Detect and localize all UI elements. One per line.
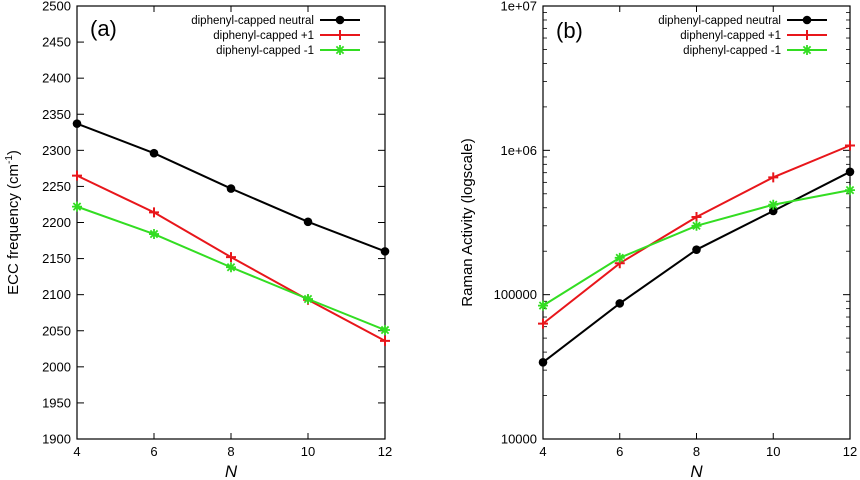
marker-plus	[380, 335, 390, 346]
marker-plus	[226, 252, 236, 263]
marker-plus	[802, 30, 812, 40]
series-neutral	[538, 167, 855, 367]
legend-label: diphenyl-capped +1	[213, 30, 314, 42]
x-tick-label: 12	[378, 444, 392, 459]
y-tick-label: 2300	[42, 143, 71, 158]
marker-circle	[538, 357, 548, 367]
y-tick-label: 2400	[42, 71, 71, 86]
y-tick-label: 10000	[501, 432, 537, 447]
y-tick-label: 1e+07	[500, 0, 537, 14]
legend-label: diphenyl-capped -1	[683, 45, 781, 57]
y-axis-title-superscript: -1	[4, 155, 15, 164]
legend-item: diphenyl-capped +1	[680, 30, 827, 42]
marker-star	[72, 201, 82, 212]
marker-plus	[538, 318, 548, 329]
marker-star	[226, 262, 236, 273]
marker-circle	[335, 15, 345, 25]
y-tick-label: 2050	[42, 323, 71, 338]
y-axis-title: ECC frequency (cm-1)	[4, 150, 22, 295]
x-tick-label: 8	[227, 444, 234, 459]
x-tick-label: 6	[616, 444, 623, 459]
marker-plus	[845, 140, 855, 151]
marker-circle	[226, 184, 236, 193]
marker-star	[538, 300, 548, 311]
marker-star	[149, 229, 159, 240]
legend-label: diphenyl-capped +1	[680, 30, 781, 42]
y-tick-label: 1900	[42, 432, 71, 447]
marker-star	[614, 252, 625, 263]
marker-circle	[768, 206, 778, 216]
y-axis-title-close: )	[5, 150, 22, 155]
y-tick-label: 2100	[42, 287, 71, 302]
marker-star	[768, 199, 779, 210]
series-minus1	[538, 185, 855, 311]
marker-plus	[335, 30, 345, 40]
y-tick-label: 2250	[42, 179, 71, 194]
legend-item: diphenyl-capped -1	[216, 45, 360, 57]
panel-label: (a)	[90, 16, 117, 41]
marker-star	[691, 220, 702, 231]
marker-plus	[72, 170, 82, 181]
y-tick-label: 2150	[42, 251, 71, 266]
marker-star	[303, 293, 313, 304]
legend: diphenyl-capped neutral diphenyl-capped +…	[658, 15, 827, 57]
y-tick-label: 2000	[42, 359, 71, 374]
y-tick-label: 100000	[494, 287, 537, 302]
marker-circle	[692, 245, 701, 254]
y-axis-title-text: Raman Activity (logscale)	[459, 138, 476, 306]
x-tick-label: 6	[150, 444, 157, 459]
y-axis-title-text: ECC frequency (cm	[5, 164, 22, 295]
y-axis-title: Raman Activity (logscale)	[459, 138, 476, 306]
legend-item: diphenyl-capped +1	[213, 30, 360, 42]
legend: diphenyl-capped neutral diphenyl-capped +…	[191, 15, 360, 57]
panel-a-ecc-frequency-chart: 4 6 8 10 12 1900 1950 2000 2050 2100 2150 2200 2250 2…	[4, 0, 392, 480]
x-tick-label: 4	[539, 444, 546, 459]
x-tick-label: 10	[301, 444, 315, 459]
marker-star	[802, 45, 812, 55]
series-line	[542, 144, 851, 325]
legend-item: diphenyl-capped neutral	[658, 15, 827, 27]
y-tick-label: 1950	[42, 395, 71, 410]
x-tick-label: 10	[766, 444, 780, 459]
x-axis-title: N	[690, 462, 703, 480]
panel-label: (b)	[556, 18, 583, 43]
y-tick-label: 1e+06	[500, 143, 537, 158]
marker-star	[380, 325, 390, 336]
x-tick-label: 8	[693, 444, 700, 459]
series-plus1	[72, 170, 390, 346]
series-plus1	[538, 140, 855, 329]
series-neutral	[72, 119, 390, 256]
marker-circle	[802, 15, 812, 25]
legend-item: diphenyl-capped neutral	[191, 15, 360, 27]
legend-label: diphenyl-capped neutral	[658, 15, 781, 27]
marker-circle	[72, 119, 82, 128]
marker-star	[845, 185, 855, 196]
y-tick-label: 2200	[42, 215, 71, 230]
y-tick-label: 2450	[42, 35, 71, 50]
x-tick-label: 12	[843, 444, 857, 459]
marker-plus	[768, 172, 779, 183]
panel-b-raman-activity-chart: 4 6 8 10 12 10000 100000 1e+06 1e+07 N Raman Activ…	[459, 0, 857, 480]
series-line	[542, 170, 851, 364]
marker-circle	[149, 148, 159, 158]
marker-circle	[615, 299, 625, 308]
x-axis-title: N	[225, 462, 238, 480]
legend-item: diphenyl-capped -1	[683, 45, 827, 57]
marker-plus	[691, 212, 702, 223]
marker-star	[335, 45, 345, 55]
marker-circle	[845, 167, 855, 177]
legend-label: diphenyl-capped -1	[216, 45, 314, 57]
y-tick-label: 2500	[42, 0, 71, 14]
series-minus1	[72, 201, 390, 336]
legend-label: diphenyl-capped neutral	[191, 15, 314, 27]
marker-circle	[303, 217, 313, 227]
x-tick-label: 4	[73, 444, 80, 459]
marker-plus	[149, 207, 159, 218]
y-tick-label: 2350	[42, 107, 71, 122]
marker-circle	[380, 247, 390, 256]
